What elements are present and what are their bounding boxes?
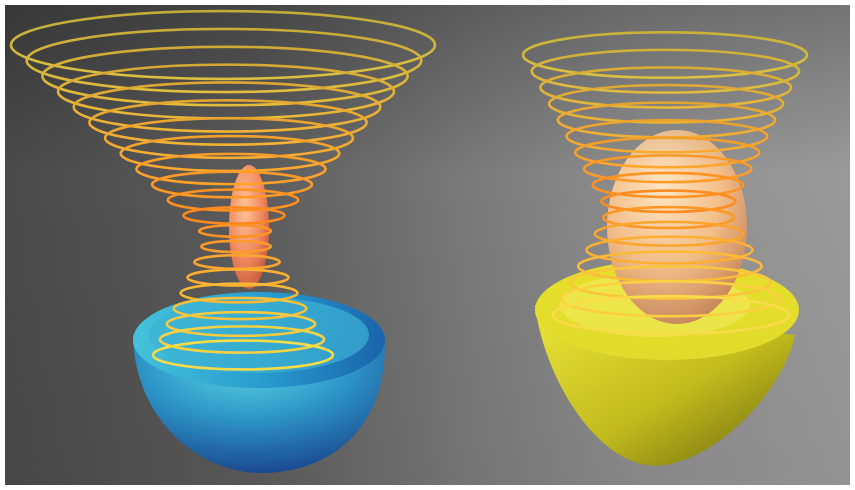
spiral-ring bbox=[103, 116, 355, 160]
spiral-ring bbox=[591, 171, 745, 199]
spiral-ring bbox=[593, 220, 745, 247]
spiral-ring bbox=[150, 170, 314, 199]
spiral-ring bbox=[135, 152, 327, 186]
spiral-ring bbox=[179, 282, 299, 304]
spiral-ring bbox=[530, 48, 801, 94]
spiral-ring bbox=[172, 296, 308, 321]
spiral-ring bbox=[25, 27, 423, 94]
spiral-ring bbox=[9, 9, 437, 81]
spiral-ring bbox=[547, 83, 785, 124]
spiral-ring bbox=[573, 136, 761, 169]
spiral-ring bbox=[158, 325, 326, 354]
spiral-ring bbox=[166, 188, 300, 212]
spiral-ring bbox=[565, 118, 769, 154]
spiral-ring bbox=[41, 45, 409, 107]
spiral-ring bbox=[197, 223, 273, 239]
spiral-ring bbox=[72, 81, 382, 133]
spiral-ring bbox=[521, 30, 809, 80]
scene-canvas bbox=[9, 9, 809, 474]
spiral-ring bbox=[551, 294, 791, 336]
spiral-ring bbox=[539, 66, 793, 109]
spiral-ring bbox=[585, 235, 754, 265]
spiral-ring bbox=[186, 268, 290, 287]
right-spiral-rings bbox=[521, 30, 809, 336]
spiral-ring bbox=[601, 205, 736, 230]
spiral-ring bbox=[88, 99, 368, 146]
spiral-ring bbox=[199, 239, 273, 254]
spiral-ring bbox=[560, 279, 782, 318]
spiral-ring bbox=[182, 206, 286, 225]
spiral-ring bbox=[151, 339, 335, 371]
spiral-ring bbox=[582, 154, 753, 184]
left-spiral-rings bbox=[9, 9, 437, 371]
spiral-ring bbox=[568, 265, 773, 300]
spiral-ring bbox=[600, 189, 737, 214]
scene-frame bbox=[5, 5, 850, 485]
spiral-ring bbox=[165, 310, 317, 338]
